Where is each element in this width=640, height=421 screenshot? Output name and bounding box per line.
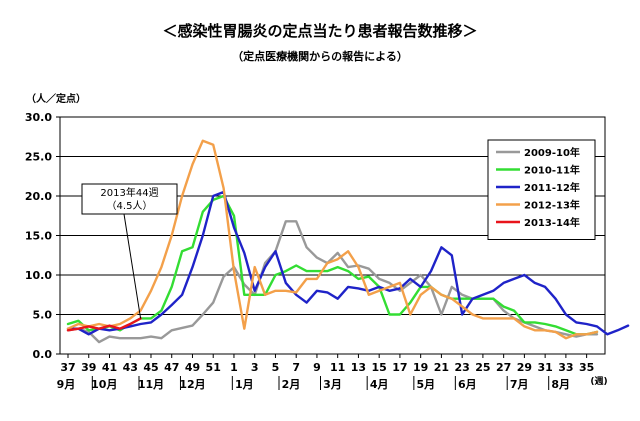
- y-axis-label: （人／定点）: [26, 92, 86, 105]
- legend-label: 2009-10年: [524, 146, 580, 159]
- x-tick-label: 31: [537, 361, 552, 374]
- month-label: 2月: [282, 378, 301, 391]
- y-tick-label: 0.0: [33, 348, 53, 361]
- y-tick-label: 5.0: [33, 309, 53, 322]
- y-tick-label: 30.0: [25, 111, 52, 124]
- legend-label: 2013-14年: [524, 216, 580, 229]
- x-tick-label: 27: [496, 361, 511, 374]
- series-line: [66, 194, 599, 336]
- legend-label: 2011-12年: [524, 181, 580, 194]
- x-tick-label: 33: [558, 361, 573, 374]
- annotation-leader: [123, 213, 142, 319]
- series-line: [66, 220, 599, 344]
- x-tick-label: 43: [123, 361, 138, 374]
- x-tick-label: 35: [579, 361, 594, 374]
- y-tick-label: 10.0: [25, 269, 52, 282]
- x-tick-label: 25: [475, 361, 490, 374]
- legend-label: 2010-11年: [524, 164, 580, 177]
- chart-title: ＜感染性胃腸炎の定点当たり患者報告数推移＞: [162, 22, 477, 40]
- annotation-box: [81, 183, 178, 215]
- month-label: 11月: [138, 378, 164, 391]
- x-tick-label: 5: [272, 361, 280, 374]
- y-tick-label: 15.0: [25, 230, 52, 243]
- month-label: 4月: [370, 378, 389, 391]
- x-tick-label: 49: [185, 361, 200, 374]
- x-tick-label: 15: [372, 361, 387, 374]
- x-tick-label: 11: [330, 361, 345, 374]
- month-label: 5月: [417, 378, 436, 391]
- month-label: 12月: [179, 378, 205, 391]
- month-label: 7月: [510, 378, 529, 391]
- series-line: [66, 190, 630, 336]
- x-tick-label: 9: [313, 361, 321, 374]
- month-label: 3月: [323, 378, 342, 391]
- x-tick-label: 37: [60, 361, 75, 374]
- x-tick-label: 29: [517, 361, 532, 374]
- x-tick-label: 21: [434, 361, 449, 374]
- x-tick-label: 45: [143, 361, 158, 374]
- month-label: 9月: [57, 378, 76, 391]
- x-tick-label: 1: [230, 361, 238, 374]
- x-tick-label: 39: [81, 361, 96, 374]
- chart-subtitle: （定点医療機関からの報告による）: [232, 49, 408, 63]
- series-line: [66, 317, 142, 332]
- x-tick-label: 23: [455, 361, 470, 374]
- x-tick-label: 19: [413, 361, 428, 374]
- x-tick-label: 7: [292, 361, 300, 374]
- week-unit-label: (週): [590, 376, 607, 387]
- x-tick-label: 17: [392, 361, 407, 374]
- x-tick-label: 41: [102, 361, 117, 374]
- month-label: 8月: [551, 378, 570, 391]
- x-tick-label: 51: [206, 361, 221, 374]
- month-label: 10月: [91, 378, 117, 391]
- plot-area: 0.05.010.015.020.025.030.037 39 41 43 45 47 49…: [25, 111, 630, 391]
- series-line: [66, 139, 599, 340]
- annotation-text: （4.5人）: [107, 200, 153, 212]
- x-tick-label: 13: [351, 361, 366, 374]
- month-label: 1月: [235, 378, 254, 391]
- x-tick-label: 3: [251, 361, 259, 374]
- month-label: 6月: [458, 378, 477, 391]
- legend-label: 2012-13年: [524, 199, 580, 212]
- x-tick-label: 47: [164, 361, 179, 374]
- y-tick-label: 25.0: [25, 151, 52, 164]
- y-tick-label: 20.0: [25, 190, 52, 203]
- annotation-text: 2013年44週: [100, 186, 158, 199]
